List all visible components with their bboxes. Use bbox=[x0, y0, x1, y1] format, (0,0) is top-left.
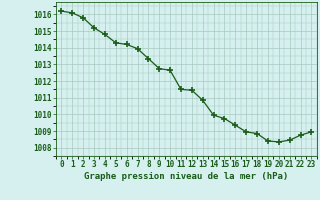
X-axis label: Graphe pression niveau de la mer (hPa): Graphe pression niveau de la mer (hPa) bbox=[84, 172, 289, 181]
